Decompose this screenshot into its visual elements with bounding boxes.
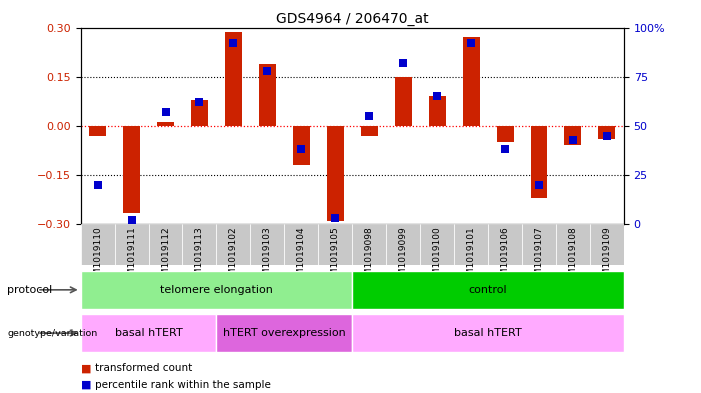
Bar xyxy=(293,126,310,165)
Bar xyxy=(318,224,353,265)
Text: telomere elongation: telomere elongation xyxy=(160,285,273,295)
Bar xyxy=(564,126,581,145)
Bar xyxy=(361,126,378,136)
Bar xyxy=(556,224,590,265)
Text: ■: ■ xyxy=(81,363,91,373)
Bar xyxy=(114,224,149,265)
Bar xyxy=(191,99,208,126)
Bar xyxy=(463,37,479,126)
Text: GSM1019098: GSM1019098 xyxy=(365,226,374,287)
Title: GDS4964 / 206470_at: GDS4964 / 206470_at xyxy=(276,13,428,26)
Text: GSM1019104: GSM1019104 xyxy=(297,226,306,287)
Text: basal hTERT: basal hTERT xyxy=(454,328,522,338)
Bar xyxy=(327,126,343,221)
Bar xyxy=(250,224,285,265)
Bar xyxy=(488,224,522,265)
Bar xyxy=(428,96,446,126)
Text: protocol: protocol xyxy=(7,285,53,295)
Text: GSM1019111: GSM1019111 xyxy=(127,226,136,287)
Text: GSM1019109: GSM1019109 xyxy=(602,226,611,287)
Text: GSM1019100: GSM1019100 xyxy=(433,226,442,287)
Bar xyxy=(217,314,353,352)
Bar xyxy=(89,126,106,136)
Bar xyxy=(81,224,114,265)
Bar xyxy=(81,314,217,352)
Bar xyxy=(420,224,454,265)
Bar xyxy=(259,64,276,126)
Bar xyxy=(496,126,514,142)
Text: GSM1019101: GSM1019101 xyxy=(467,226,475,287)
Bar xyxy=(285,224,318,265)
Text: basal hTERT: basal hTERT xyxy=(115,328,182,338)
Text: GSM1019102: GSM1019102 xyxy=(229,226,238,287)
Text: control: control xyxy=(469,285,508,295)
Text: GSM1019099: GSM1019099 xyxy=(399,226,408,287)
Text: genotype/variation: genotype/variation xyxy=(7,329,97,338)
Text: GSM1019107: GSM1019107 xyxy=(534,226,543,287)
Text: GSM1019105: GSM1019105 xyxy=(331,226,340,287)
Bar xyxy=(225,33,242,126)
Bar xyxy=(353,224,386,265)
Bar xyxy=(395,77,411,126)
Bar xyxy=(522,224,556,265)
Bar xyxy=(454,224,488,265)
Text: transformed count: transformed count xyxy=(95,363,192,373)
Bar xyxy=(149,224,182,265)
Bar xyxy=(599,126,615,139)
Bar xyxy=(353,314,624,352)
Bar xyxy=(157,123,174,126)
Bar xyxy=(590,224,624,265)
Text: GSM1019112: GSM1019112 xyxy=(161,226,170,287)
Bar xyxy=(182,224,217,265)
Text: ■: ■ xyxy=(81,380,91,390)
Text: percentile rank within the sample: percentile rank within the sample xyxy=(95,380,271,390)
Text: GSM1019110: GSM1019110 xyxy=(93,226,102,287)
Text: GSM1019113: GSM1019113 xyxy=(195,226,204,287)
Bar xyxy=(217,224,250,265)
Bar xyxy=(353,271,624,309)
Text: GSM1019103: GSM1019103 xyxy=(263,226,272,287)
Text: GSM1019106: GSM1019106 xyxy=(501,226,510,287)
Bar xyxy=(81,271,353,309)
Bar xyxy=(531,126,547,198)
Text: GSM1019108: GSM1019108 xyxy=(569,226,578,287)
Bar xyxy=(386,224,420,265)
Bar xyxy=(123,126,140,213)
Text: hTERT overexpression: hTERT overexpression xyxy=(223,328,346,338)
